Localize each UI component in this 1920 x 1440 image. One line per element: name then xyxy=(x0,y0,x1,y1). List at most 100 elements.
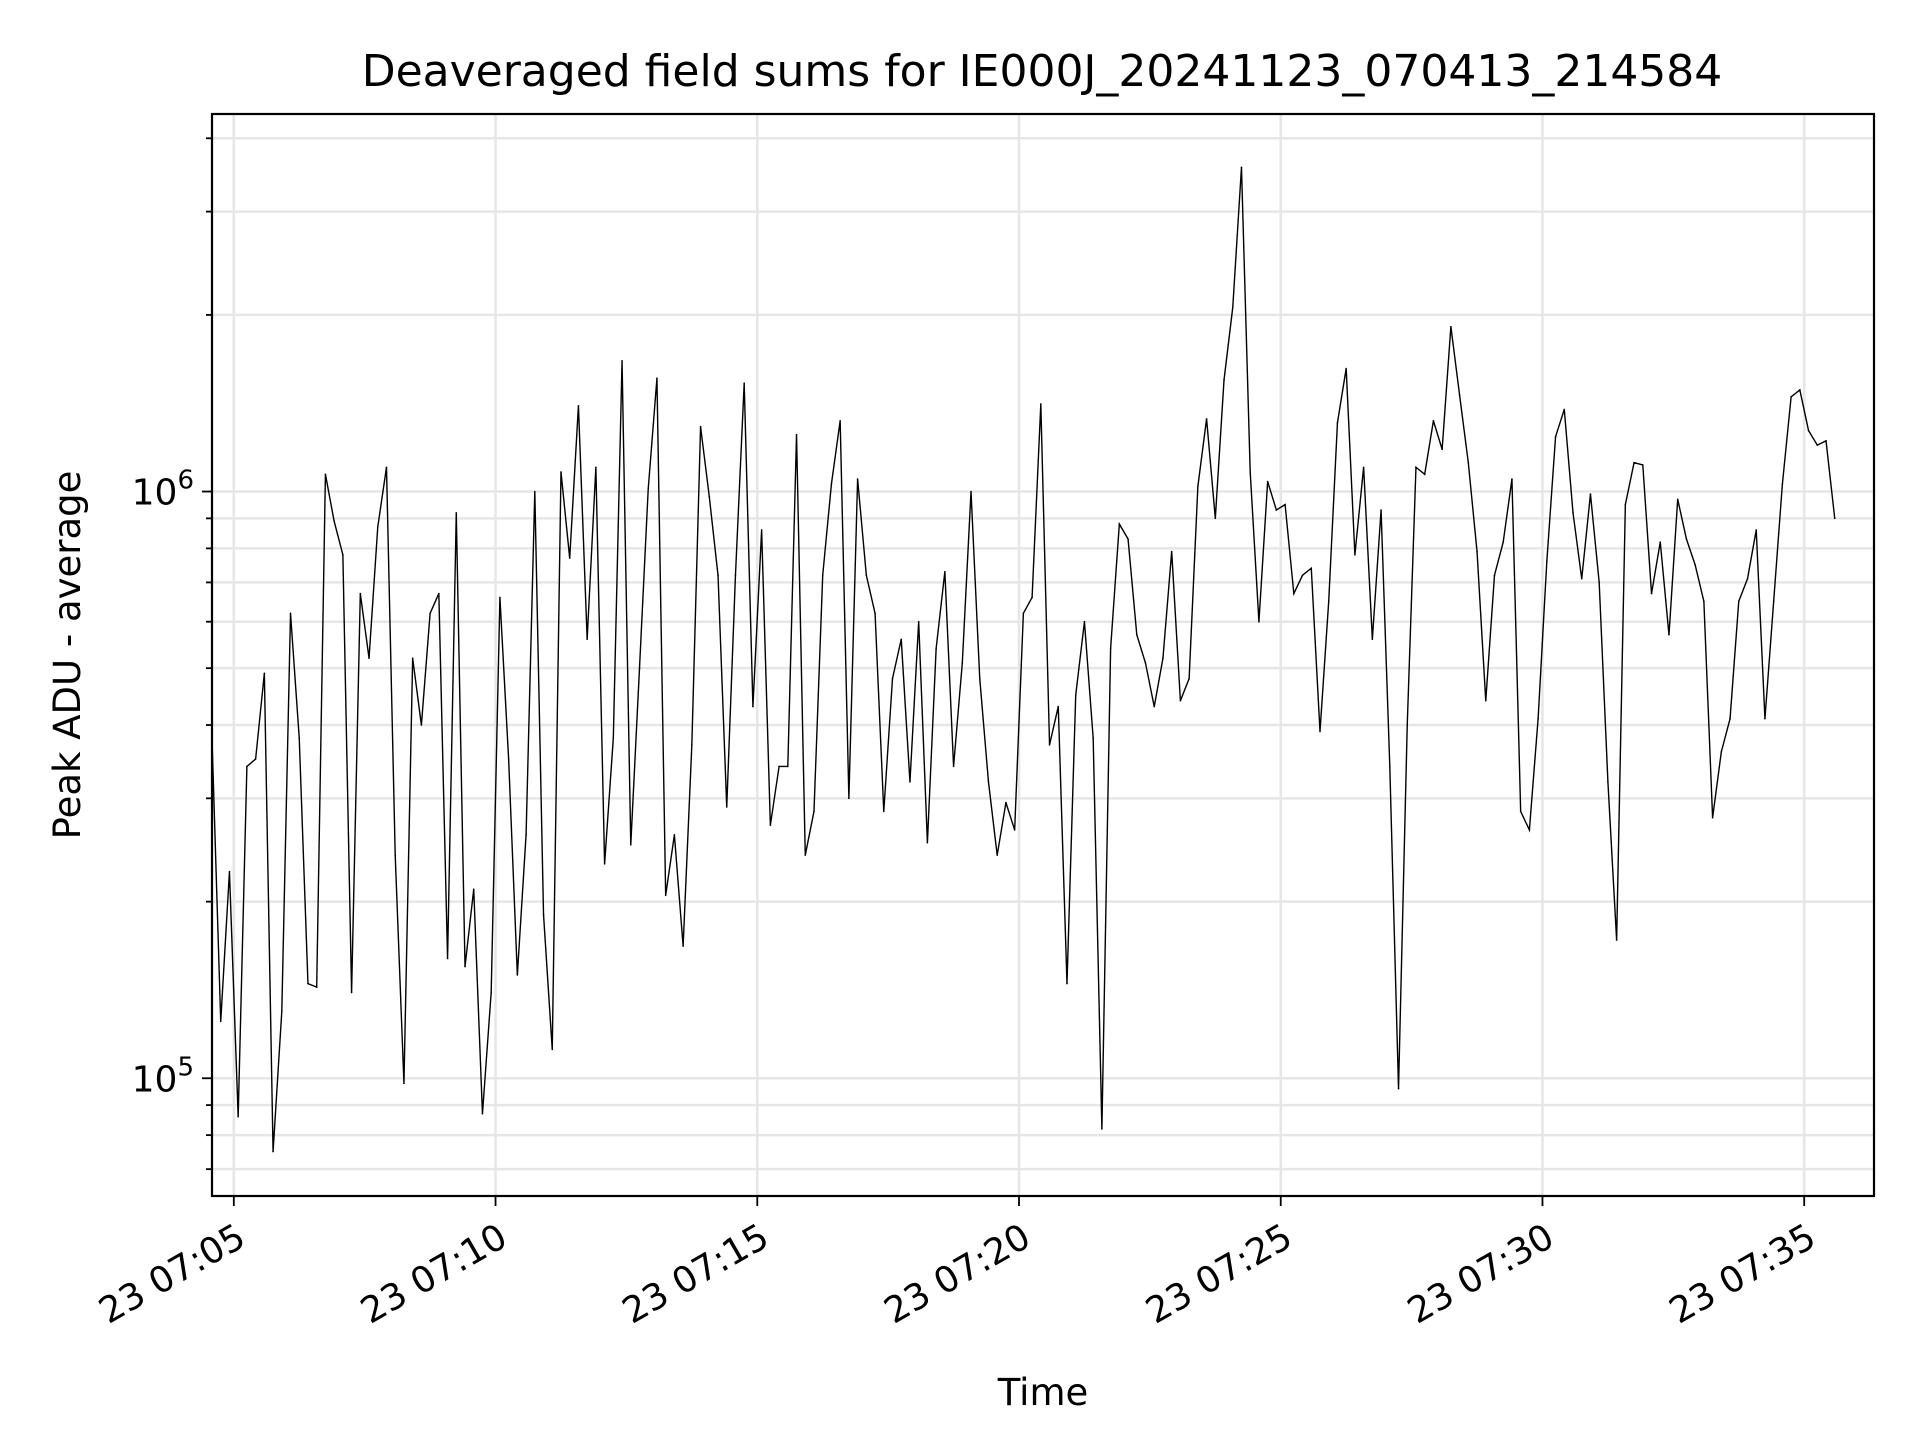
data-point xyxy=(359,592,362,595)
y-tick-exponent: 5 xyxy=(177,1052,194,1082)
data-point xyxy=(1737,600,1740,603)
data-point xyxy=(952,765,955,768)
data-point xyxy=(1633,461,1635,464)
data-point xyxy=(1572,511,1574,514)
data-point xyxy=(1048,744,1051,746)
data-point xyxy=(551,1048,554,1051)
data-point xyxy=(961,662,964,664)
data-point xyxy=(1101,1128,1103,1130)
data-point xyxy=(1327,600,1330,603)
y-tick-exponent: 6 xyxy=(177,466,194,496)
data-point xyxy=(882,810,885,813)
data-point xyxy=(612,737,615,739)
data-point xyxy=(629,843,632,846)
data-point xyxy=(656,377,658,380)
data-point xyxy=(1781,483,1784,485)
data-point xyxy=(1336,421,1339,424)
data-point xyxy=(1703,600,1705,603)
axis-ticks xyxy=(202,137,1806,1206)
data-point xyxy=(848,797,850,800)
data-point xyxy=(874,612,876,615)
data-point xyxy=(1458,394,1461,396)
data-point xyxy=(263,672,266,675)
data-point xyxy=(1668,633,1670,636)
y-tick-label: 105 xyxy=(132,1052,194,1100)
data-point xyxy=(1310,567,1313,570)
data-point xyxy=(568,557,571,559)
data-point xyxy=(821,574,824,577)
data-point xyxy=(595,466,597,469)
data-point xyxy=(1083,620,1086,623)
x-tick-label: 23 07:15 xyxy=(616,1216,776,1332)
data-point xyxy=(1022,612,1025,615)
x-axis-label: Time xyxy=(997,1371,1089,1414)
data-point xyxy=(315,986,318,988)
data-point xyxy=(1589,493,1592,495)
data-point xyxy=(691,744,693,746)
y-tick-labels: 105 106 xyxy=(132,466,194,1101)
data-point xyxy=(1615,939,1618,941)
data-point xyxy=(1772,600,1775,603)
data-point xyxy=(734,574,737,577)
data-point xyxy=(1092,737,1094,739)
data-point xyxy=(1676,498,1679,501)
data-point xyxy=(446,957,449,960)
y-tick-base: 10 xyxy=(132,473,178,514)
data-point xyxy=(1319,730,1321,733)
data-point xyxy=(1301,574,1304,577)
data-point xyxy=(246,765,248,768)
data-point xyxy=(472,888,475,891)
data-point xyxy=(970,490,972,493)
data-point xyxy=(1406,724,1409,726)
y-axis-label: Peak ADU - average xyxy=(46,471,89,840)
data-point xyxy=(1519,810,1522,813)
data-point xyxy=(1109,647,1112,650)
data-point xyxy=(996,854,998,856)
data-point xyxy=(333,520,335,523)
data-point xyxy=(987,781,990,783)
data-point xyxy=(804,854,807,856)
data-point xyxy=(1040,403,1042,405)
data-point xyxy=(1833,517,1836,520)
data-point xyxy=(281,1010,283,1013)
data-point xyxy=(1720,751,1723,753)
x-tick-label: 23 07:35 xyxy=(1663,1216,1823,1332)
data-point xyxy=(1624,503,1627,506)
data-point xyxy=(673,833,676,836)
data-point xyxy=(1258,620,1260,623)
data-point xyxy=(586,638,588,641)
data-point xyxy=(1502,541,1505,543)
data-point xyxy=(935,647,937,650)
data-point xyxy=(1031,596,1033,599)
data-point xyxy=(1389,765,1391,768)
data-point xyxy=(1345,367,1347,370)
data-point xyxy=(411,657,414,659)
data-point xyxy=(682,945,684,947)
data-point xyxy=(1275,509,1278,511)
x-tick-label: 23 07:05 xyxy=(92,1216,252,1332)
data-point xyxy=(1170,550,1173,553)
data-point xyxy=(1476,550,1478,553)
data-point xyxy=(778,765,780,768)
data-point xyxy=(1266,480,1269,483)
data-point xyxy=(1432,419,1435,422)
data-point xyxy=(516,974,519,976)
data-point xyxy=(429,612,431,615)
data-point xyxy=(926,841,929,844)
data-point xyxy=(664,894,667,897)
data-point xyxy=(787,765,789,768)
data-point xyxy=(1188,677,1190,680)
data-point xyxy=(1825,440,1827,442)
data-point xyxy=(542,913,545,916)
data-point xyxy=(403,1082,405,1085)
data-point xyxy=(856,478,859,480)
data-point xyxy=(1005,801,1007,804)
chart-title: Deaveraged field sums for IE000J_2024112… xyxy=(362,46,1723,97)
data-point xyxy=(1528,829,1531,831)
data-point xyxy=(1450,325,1452,328)
data-point xyxy=(1214,517,1217,520)
data-point xyxy=(944,570,946,573)
data-point xyxy=(1650,592,1653,595)
data-point xyxy=(1153,705,1156,708)
